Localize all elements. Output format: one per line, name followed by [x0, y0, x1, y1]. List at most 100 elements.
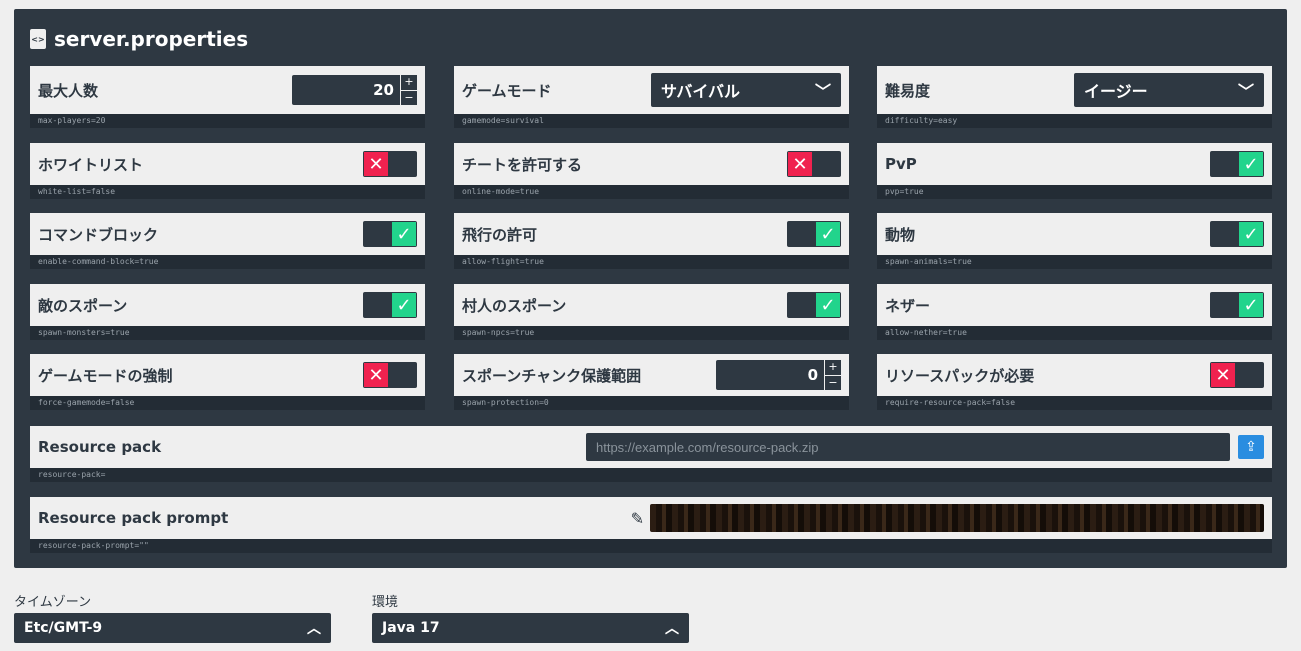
resource-pack-prompt-key: resource-pack-prompt=""	[30, 539, 1272, 553]
setting-card: チートを許可する ✕ online-mode=true	[454, 143, 849, 199]
setting-label: PvP	[885, 155, 917, 173]
setting-toggle[interactable]: ✕	[787, 151, 841, 177]
code-file-icon: <>	[30, 29, 46, 49]
x-icon: ✕	[1211, 363, 1235, 387]
resource-pack-row: Resource pack ⇪ resource-pack=	[30, 426, 1272, 482]
timezone-label: タイムゾーン	[14, 595, 92, 610]
decrement-button[interactable]: −	[825, 375, 841, 390]
chevron-up-icon: ︿	[665, 621, 679, 637]
setting-label: リソースパックが必要	[885, 366, 1035, 385]
setting-label: 敵のスポーン	[38, 296, 128, 315]
setting-card: 敵のスポーン ✓ spawn-monsters=true	[30, 284, 425, 340]
setting-toggle[interactable]: ✕	[363, 362, 417, 388]
setting-label: ゲームモード	[462, 81, 552, 100]
increment-button[interactable]: +	[825, 360, 841, 375]
setting-stepper[interactable]: 20 + −	[292, 75, 417, 105]
setting-label: 最大人数	[38, 81, 99, 100]
check-icon: ✓	[1239, 222, 1263, 246]
chevron-up-icon: ︿	[307, 621, 321, 637]
timezone-select[interactable]: Etc/GMT-9 ︿	[14, 613, 331, 643]
setting-key: difficulty=easy	[877, 114, 1272, 128]
setting-key: pvp=true	[877, 185, 1272, 199]
setting-key: online-mode=true	[454, 185, 849, 199]
resource-pack-prompt-row: Resource pack prompt ✎ resource-pack-pro…	[30, 497, 1272, 553]
setting-toggle[interactable]: ✓	[1210, 221, 1264, 247]
setting-card: ゲームモードの強制 ✕ force-gamemode=false	[30, 354, 425, 410]
setting-select[interactable]: イージー ﹀	[1074, 73, 1264, 107]
setting-toggle[interactable]: ✓	[363, 292, 417, 318]
setting-key: spawn-animals=true	[877, 255, 1272, 269]
server-properties-panel: <> server.properties 最大人数 20 + − max-players…	[14, 9, 1287, 568]
environment-label: 環境	[372, 595, 399, 610]
setting-key: force-gamemode=false	[30, 396, 425, 410]
check-icon: ✓	[816, 222, 840, 246]
stepper-value[interactable]: 0	[716, 360, 824, 390]
setting-label: ホワイトリスト	[38, 155, 144, 174]
setting-key: allow-nether=true	[877, 326, 1272, 340]
setting-toggle[interactable]: ✕	[1210, 362, 1264, 388]
setting-key: require-resource-pack=false	[877, 396, 1272, 410]
setting-label: チートを許可する	[462, 155, 583, 174]
setting-toggle[interactable]: ✓	[1210, 151, 1264, 177]
setting-key: spawn-protection=0	[454, 396, 849, 410]
environment-select[interactable]: Java 17 ︿	[372, 613, 689, 643]
setting-key: enable-command-block=true	[30, 255, 425, 269]
setting-label: 村人のスポーン	[462, 296, 567, 315]
setting-key: spawn-monsters=true	[30, 326, 425, 340]
panel-title: <> server.properties	[30, 27, 248, 51]
setting-toggle[interactable]: ✓	[1210, 292, 1264, 318]
chevron-down-icon: ﹀	[1237, 82, 1254, 101]
check-icon: ✓	[1239, 293, 1263, 317]
setting-card: 飛行の許可 ✓ allow-flight=true	[454, 213, 849, 269]
setting-key: white-list=false	[30, 185, 425, 199]
select-value: サバイバル	[661, 82, 741, 101]
setting-card: ホワイトリスト ✕ white-list=false	[30, 143, 425, 199]
timezone-value: Etc/GMT-9	[24, 620, 103, 636]
setting-label: 動物	[885, 225, 916, 244]
pencil-icon[interactable]: ✎	[630, 508, 644, 528]
resource-pack-prompt-input[interactable]	[650, 504, 1264, 532]
setting-card: 難易度 イージー ﹀ difficulty=easy	[877, 66, 1272, 128]
setting-toggle[interactable]: ✓	[787, 292, 841, 318]
setting-label: スポーンチャンク保護範囲	[462, 366, 642, 385]
setting-select[interactable]: サバイバル ﹀	[651, 73, 841, 107]
setting-card: 最大人数 20 + − max-players=20	[30, 66, 425, 128]
check-icon: ✓	[1239, 152, 1263, 176]
setting-card: ゲームモード サバイバル ﹀ gamemode=survival	[454, 66, 849, 128]
check-icon: ✓	[392, 293, 416, 317]
select-value: イージー	[1084, 82, 1148, 101]
resource-pack-prompt-label: Resource pack prompt	[38, 509, 229, 527]
chevron-down-icon: ﹀	[814, 82, 831, 101]
setting-card: PvP ✓ pvp=true	[877, 143, 1272, 199]
resource-pack-url-input[interactable]	[586, 433, 1230, 461]
x-icon: ✕	[364, 363, 388, 387]
setting-label: ゲームモードの強制	[38, 366, 173, 385]
setting-toggle[interactable]: ✓	[363, 221, 417, 247]
decrement-button[interactable]: −	[401, 90, 417, 105]
x-icon: ✕	[788, 152, 812, 176]
title-text: server.properties	[54, 27, 249, 51]
setting-card: ネザー ✓ allow-nether=true	[877, 284, 1272, 340]
setting-card: スポーンチャンク保護範囲 0 + − spawn-protection=0	[454, 354, 849, 410]
setting-key: max-players=20	[30, 114, 425, 128]
setting-toggle[interactable]: ✕	[363, 151, 417, 177]
stepper-value[interactable]: 20	[292, 75, 400, 105]
setting-label: 飛行の許可	[462, 225, 538, 244]
resource-pack-label: Resource pack	[38, 438, 162, 456]
setting-card: コマンドブロック ✓ enable-command-block=true	[30, 213, 425, 269]
setting-card: 村人のスポーン ✓ spawn-npcs=true	[454, 284, 849, 340]
check-icon: ✓	[816, 293, 840, 317]
setting-toggle[interactable]: ✓	[787, 221, 841, 247]
setting-key: spawn-npcs=true	[454, 326, 849, 340]
setting-stepper[interactable]: 0 + −	[716, 360, 841, 390]
resource-pack-key: resource-pack=	[30, 468, 1272, 482]
increment-button[interactable]: +	[401, 75, 417, 90]
environment-value: Java 17	[382, 620, 440, 636]
setting-label: ネザー	[885, 296, 931, 315]
check-icon: ✓	[392, 222, 416, 246]
setting-card: 動物 ✓ spawn-animals=true	[877, 213, 1272, 269]
setting-label: 難易度	[885, 81, 931, 100]
setting-label: コマンドブロック	[38, 225, 159, 244]
upload-icon[interactable]: ⇪	[1238, 435, 1264, 459]
x-icon: ✕	[364, 152, 388, 176]
